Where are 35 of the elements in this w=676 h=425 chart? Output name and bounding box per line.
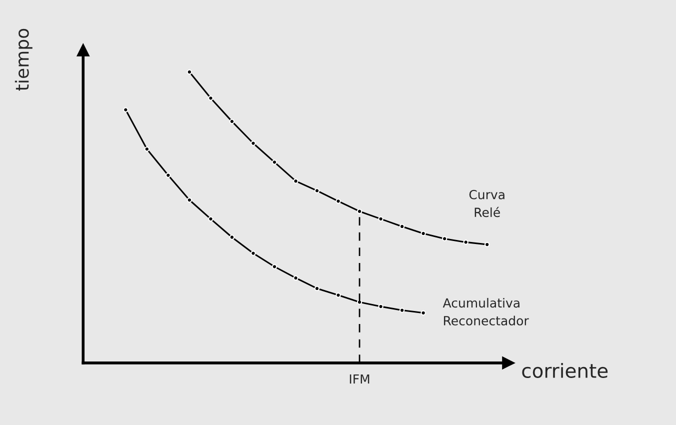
point — [272, 160, 278, 165]
text: IFM — [350, 374, 370, 384]
point — [208, 96, 214, 101]
point — [314, 286, 320, 292]
point — [336, 198, 341, 204]
point — [186, 69, 192, 75]
point — [250, 250, 256, 256]
x-axis-title: corriente — [522, 362, 608, 378]
point — [250, 140, 256, 146]
series-label: Acumulativa Reconectador — [442, 298, 529, 326]
series-label: Curva Relé — [469, 190, 504, 218]
point — [144, 146, 150, 152]
point — [272, 264, 278, 270]
point — [463, 240, 468, 245]
point — [293, 275, 298, 281]
point — [229, 118, 235, 124]
point — [484, 242, 490, 248]
point — [420, 230, 426, 236]
y-axis-title: tiempo — [14, 28, 32, 91]
point — [356, 208, 362, 214]
point — [399, 308, 405, 313]
point — [186, 197, 192, 203]
point — [123, 107, 128, 112]
point — [442, 236, 448, 242]
point — [229, 234, 235, 240]
point — [336, 292, 341, 298]
point — [399, 224, 405, 230]
point — [166, 172, 171, 178]
point — [356, 300, 362, 305]
point — [293, 178, 298, 184]
point — [208, 216, 214, 222]
point — [314, 188, 320, 194]
point — [420, 310, 426, 316]
point — [378, 304, 384, 310]
point — [378, 216, 384, 222]
